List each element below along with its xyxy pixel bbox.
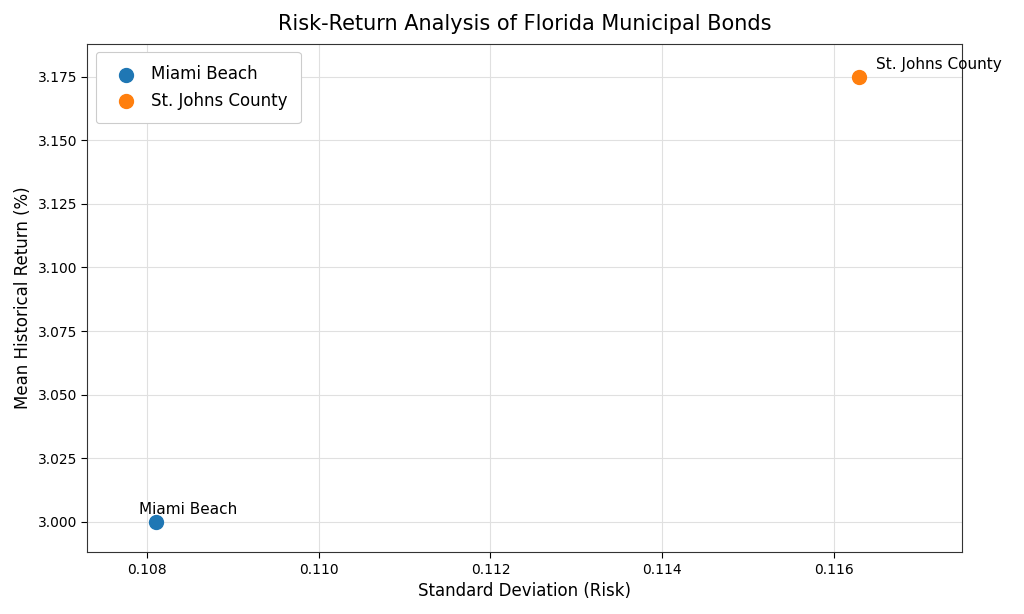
Miami Beach (147, 517, 164, 527)
Text: Miami Beach: Miami Beach (139, 502, 238, 516)
Title: Risk-Return Analysis of Florida Municipal Bonds: Risk-Return Analysis of Florida Municipa… (278, 14, 771, 34)
X-axis label: Standard Deviation (Risk): Standard Deviation (Risk) (418, 582, 631, 600)
Legend: Miami Beach, St. Johns County: Miami Beach, St. Johns County (95, 52, 300, 123)
Y-axis label: Mean Historical Return (%): Mean Historical Return (%) (14, 187, 32, 410)
Text: St. Johns County: St. Johns County (877, 56, 1002, 72)
St. Johns County (851, 72, 867, 82)
